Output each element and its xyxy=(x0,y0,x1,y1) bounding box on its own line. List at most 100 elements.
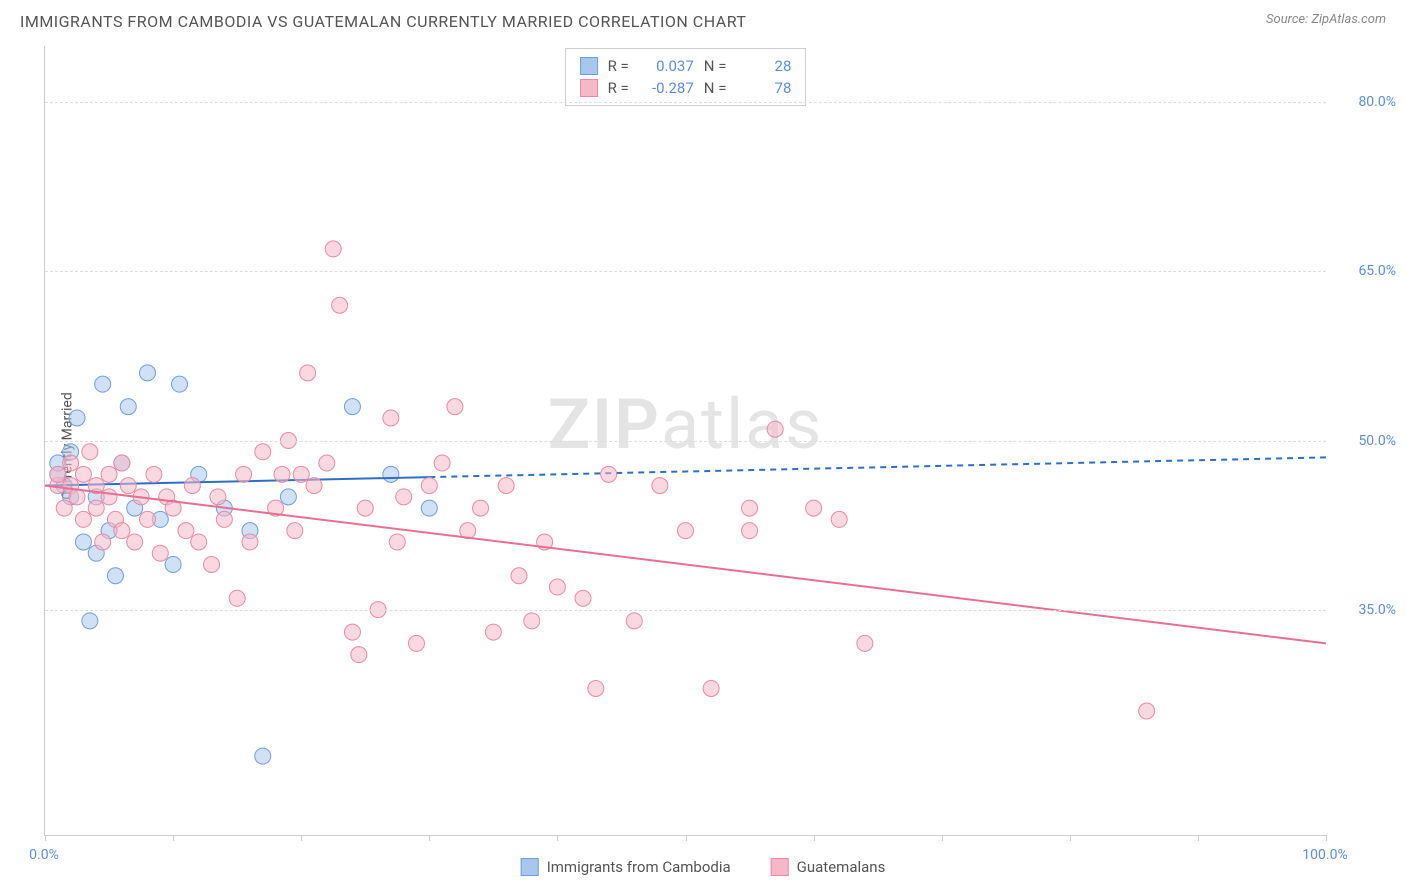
guatemalans-point xyxy=(300,365,316,381)
x-tick xyxy=(301,835,302,841)
x-tick xyxy=(942,835,943,841)
cambodia-point xyxy=(280,489,296,505)
cambodia-r-value: 0.037 xyxy=(639,55,694,77)
x-tick xyxy=(814,835,815,841)
guatemalans-point xyxy=(549,579,565,595)
n-label: N = xyxy=(704,77,727,99)
x-tick xyxy=(1326,835,1327,841)
guatemalans-point xyxy=(146,466,162,482)
guatemalans-point xyxy=(204,556,220,572)
guatemalans-point xyxy=(319,455,335,471)
guatemalans-legend-label: Guatemalans xyxy=(797,858,886,876)
guatemalans-point xyxy=(806,500,822,516)
guatemalans-point xyxy=(287,523,303,539)
guatemalans-point xyxy=(389,534,405,550)
guatemalans-n-value: 78 xyxy=(736,77,791,99)
guatemalans-point xyxy=(626,613,642,629)
n-label: N = xyxy=(704,55,727,77)
chart-area: ZIPatlas R =0.037N =28R =-0.287N =78 xyxy=(44,46,1326,836)
x-tick xyxy=(429,835,430,841)
guatemalans-point xyxy=(351,647,367,663)
cambodia-trend-dashed xyxy=(429,457,1326,477)
guatemalans-trend-solid xyxy=(45,486,1326,644)
guatemalans-swatch-icon xyxy=(580,79,598,97)
cambodia-point xyxy=(69,410,85,426)
guatemalans-point xyxy=(88,500,104,516)
guatemalans-point xyxy=(191,534,207,550)
legend: Immigrants from Cambodia Guatemalans xyxy=(521,858,886,876)
guatemalans-point xyxy=(229,590,245,606)
guatemalans-point xyxy=(767,421,783,437)
guatemalans-point xyxy=(511,568,527,584)
cambodia-point xyxy=(165,556,181,572)
y-tick-label: 80.0% xyxy=(1358,94,1396,110)
guatemalans-point xyxy=(344,624,360,640)
cambodia-legend-label: Immigrants from Cambodia xyxy=(547,858,731,876)
x-tick xyxy=(686,835,687,841)
stats-box: R = 0.037 N = 28R = -0.287 N = 78 xyxy=(565,48,807,106)
x-tick-label: 0.0% xyxy=(29,847,59,863)
cambodia-n-value: 28 xyxy=(736,55,791,77)
guatemalans-point xyxy=(831,511,847,527)
guatemalans-point xyxy=(293,466,309,482)
guatemalans-point xyxy=(75,466,91,482)
cambodia-point xyxy=(255,748,271,764)
source-name: ZipAtlas.com xyxy=(1311,12,1386,27)
r-label: R = xyxy=(608,77,629,99)
x-tick-label: 100.0% xyxy=(1302,847,1347,863)
y-tick-label: 50.0% xyxy=(1358,433,1396,449)
guatemalans-point xyxy=(242,534,258,550)
cambodia-point xyxy=(172,376,188,392)
guatemalans-point xyxy=(152,545,168,561)
guatemalans-point xyxy=(114,523,130,539)
guatemalans-point xyxy=(524,613,540,629)
cambodia-point xyxy=(344,399,360,415)
guatemalans-point xyxy=(742,523,758,539)
guatemalans-point xyxy=(75,511,91,527)
guatemalans-point xyxy=(236,466,252,482)
guatemalans-point xyxy=(101,466,117,482)
guatemalans-point xyxy=(396,489,412,505)
x-tick xyxy=(1070,835,1071,841)
y-tick-label: 35.0% xyxy=(1358,602,1396,618)
guatemalans-point xyxy=(434,455,450,471)
guatemalans-point xyxy=(447,399,463,415)
cambodia-point xyxy=(75,534,91,550)
cambodia-point xyxy=(383,466,399,482)
guatemalans-point xyxy=(216,511,232,527)
y-tick-label: 65.0% xyxy=(1358,263,1396,279)
legend-item-cambodia: Immigrants from Cambodia xyxy=(521,858,731,876)
x-tick xyxy=(173,835,174,841)
cambodia-swatch-icon xyxy=(580,57,598,75)
guatemalans-point xyxy=(408,635,424,651)
cambodia-point xyxy=(120,399,136,415)
guatemalans-point xyxy=(383,410,399,426)
guatemalans-point xyxy=(652,478,668,494)
chart-header: IMMIGRANTS FROM CAMBODIA VS GUATEMALAN C… xyxy=(0,0,1406,35)
guatemalans-point xyxy=(210,489,226,505)
guatemalans-point xyxy=(95,534,111,550)
guatemalans-point xyxy=(274,466,290,482)
guatemalans-point xyxy=(1139,703,1155,719)
guatemalans-point xyxy=(82,444,98,460)
gridline xyxy=(45,271,1326,272)
guatemalans-point xyxy=(575,590,591,606)
x-tick xyxy=(45,835,46,841)
guatemalans-point xyxy=(306,478,322,494)
source-prefix: Source: xyxy=(1266,12,1311,27)
cambodia-legend-swatch-icon xyxy=(521,858,539,876)
guatemalans-point xyxy=(857,635,873,651)
cambodia-point xyxy=(421,500,437,516)
guatemalans-point xyxy=(50,466,66,482)
guatemalans-point xyxy=(184,478,200,494)
stats-row-cambodia: R =0.037N =28 xyxy=(580,55,792,77)
guatemalans-point xyxy=(485,624,501,640)
stats-row-guatemalans: R = -0.287 N = 78 xyxy=(580,77,792,99)
cambodia-point xyxy=(82,613,98,629)
guatemalans-point xyxy=(332,297,348,313)
cambodia-point xyxy=(95,376,111,392)
legend-item-guatemalans: Guatemalans xyxy=(771,858,886,876)
guatemalans-r-value: -0.287 xyxy=(639,77,694,99)
source-attribution: Source: ZipAtlas.com xyxy=(1266,12,1386,27)
guatemalans-point xyxy=(703,680,719,696)
